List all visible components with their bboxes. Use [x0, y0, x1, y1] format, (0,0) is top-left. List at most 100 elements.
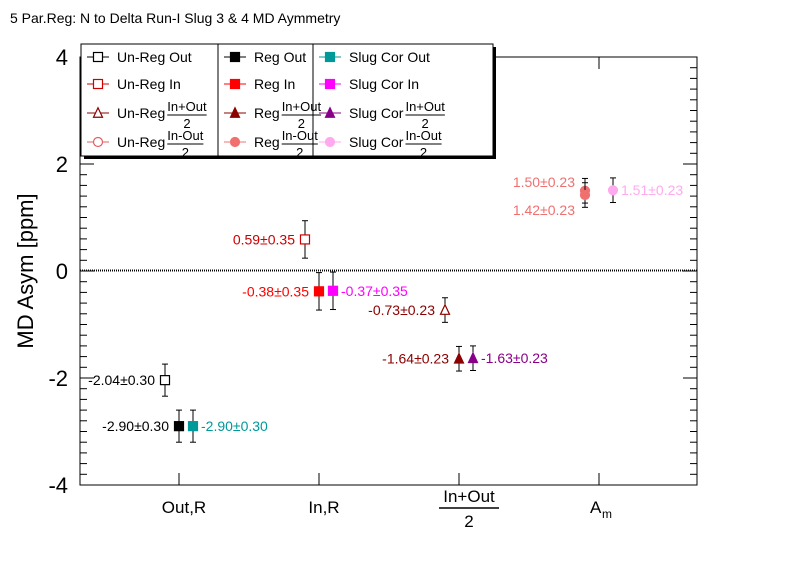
point-marker: [579, 189, 591, 201]
data-point: -2.04±0.30: [88, 363, 171, 397]
x-tick-label-denominator: 2: [464, 512, 473, 531]
legend-frac-numerator: In-Out: [405, 128, 442, 143]
data-point: -2.90±0.30: [187, 409, 268, 443]
legend-label: Reg: [254, 134, 280, 150]
data-label: -1.64±0.23: [382, 351, 449, 367]
x-tick-label-numerator: In+Out: [443, 487, 495, 506]
legend-label: Slug Cor: [349, 105, 404, 121]
legend-label: Un-Reg Out: [117, 49, 192, 65]
legend-entry: Un-Reg Out: [87, 49, 192, 65]
point-marker: [173, 421, 185, 432]
point-marker: [313, 286, 325, 297]
legend-marker: [92, 78, 104, 90]
data-label: 1.42±0.23: [513, 202, 575, 218]
data-label: -2.90±0.30: [102, 418, 169, 434]
legend-frac-denominator: 2: [183, 116, 190, 131]
x-tick-label: In,R: [308, 498, 339, 517]
legend-entry: Reg Out: [224, 49, 306, 65]
y-tick-label: 0: [56, 259, 68, 284]
data-point: 1.51±0.23: [607, 177, 683, 204]
legend-label: Un-Reg: [117, 105, 165, 121]
legend-frac-denominator: 2: [298, 116, 305, 131]
legend-frac-numerator: In+Out: [282, 99, 322, 114]
legend-box: [80, 43, 494, 157]
x-tick-label: Out,R: [162, 498, 206, 517]
data-label: -2.90±0.30: [201, 418, 268, 434]
legend-label: Reg: [254, 105, 280, 121]
legend-entry: Slug Cor In-Out 2: [319, 128, 442, 160]
data-point: 1.42±0.23: [513, 182, 591, 218]
legend-marker: [92, 51, 104, 63]
legend-entry: Reg In: [224, 76, 295, 92]
data-point: -1.63±0.23: [467, 345, 548, 372]
legend-entry: Reg In+Out 2: [224, 99, 321, 131]
data-label: -2.04±0.30: [88, 372, 155, 388]
data-label: -1.63±0.23: [481, 350, 548, 366]
legend-frac-numerator: In+Out: [167, 99, 207, 114]
legend-frac-denominator: 2: [422, 116, 429, 131]
data-label: 0.59±0.35: [233, 231, 295, 247]
legend-entry: Un-Reg In-Out 2: [87, 128, 204, 160]
data-point: -2.90±0.30: [102, 409, 185, 443]
legend-label: Slug Cor Out: [349, 49, 430, 65]
data-label: -0.73±0.23: [368, 302, 435, 318]
legend-marker: [229, 78, 241, 90]
legend-entry: Reg In-Out 2: [224, 128, 318, 160]
point-marker: [159, 375, 171, 386]
legend-marker: [92, 136, 104, 148]
legend-marker: [229, 106, 241, 118]
point-marker: [439, 303, 451, 315]
legend-label: Reg Out: [254, 49, 306, 65]
data-point: 1.50±0.23: [513, 174, 591, 204]
data-point: -0.73±0.23: [368, 297, 451, 323]
legend-label: Reg In: [254, 76, 295, 92]
legend-marker: [324, 51, 336, 63]
legend-marker: [229, 136, 241, 148]
y-tick-label: -4: [48, 473, 68, 498]
legend-entry: Un-Reg In: [87, 76, 181, 92]
legend-frac-denominator: 2: [420, 145, 427, 160]
legend-marker: [324, 106, 336, 118]
data-label: 1.50±0.23: [513, 174, 575, 190]
legend-marker: [229, 51, 241, 63]
legend-marker: [324, 78, 336, 90]
legend-label: Un-Reg: [117, 134, 165, 150]
y-tick-label: 4: [56, 45, 68, 70]
legend-frac-denominator: 2: [182, 145, 189, 160]
data-label: -0.37±0.35: [341, 283, 408, 299]
legend-label: Slug Cor: [349, 134, 404, 150]
data-point: -0.37±0.35: [327, 271, 408, 311]
point-marker: [327, 285, 339, 296]
legend-frac-denominator: 2: [296, 145, 303, 160]
data-point: 0.59±0.35: [233, 220, 311, 259]
data-point: -0.38±0.35: [242, 272, 325, 311]
legend-label: Slug Cor In: [349, 76, 419, 92]
point-marker: [187, 421, 199, 432]
legend-entry: Slug Cor In: [319, 76, 419, 92]
legend-label: Un-Reg In: [117, 76, 181, 92]
point-marker: [299, 234, 311, 245]
legend-entry: Slug Cor Out: [319, 49, 430, 65]
x-tick-label-subscript: m: [602, 507, 612, 521]
data-point: -1.64±0.23: [382, 345, 465, 372]
data-label: -0.38±0.35: [242, 283, 309, 299]
legend-marker: [324, 136, 336, 148]
y-axis-label: MD Asym [ppm]: [13, 193, 38, 348]
x-axis: Out,R In,R In+Out 2 A m: [162, 57, 612, 531]
y-tick-label: -2: [48, 366, 68, 391]
legend-frac-numerator: In-Out: [167, 128, 204, 143]
legend-entry: Un-Reg In+Out 2: [87, 99, 207, 131]
point-marker: [607, 185, 619, 196]
legend-entry: Slug Cor In+Out 2: [319, 99, 445, 131]
data-label: 1.51±0.23: [621, 182, 683, 198]
x-tick-label: A: [590, 498, 602, 517]
y-tick-label: 2: [56, 152, 68, 177]
legend-frac-numerator: In+Out: [405, 99, 445, 114]
legend-frac-numerator: In-Out: [282, 128, 319, 143]
legend-marker: [92, 106, 104, 118]
point-marker: [453, 352, 465, 364]
chart-title: 5 Par.Reg: N to Delta Run-I Slug 3 & 4 M…: [10, 10, 340, 26]
